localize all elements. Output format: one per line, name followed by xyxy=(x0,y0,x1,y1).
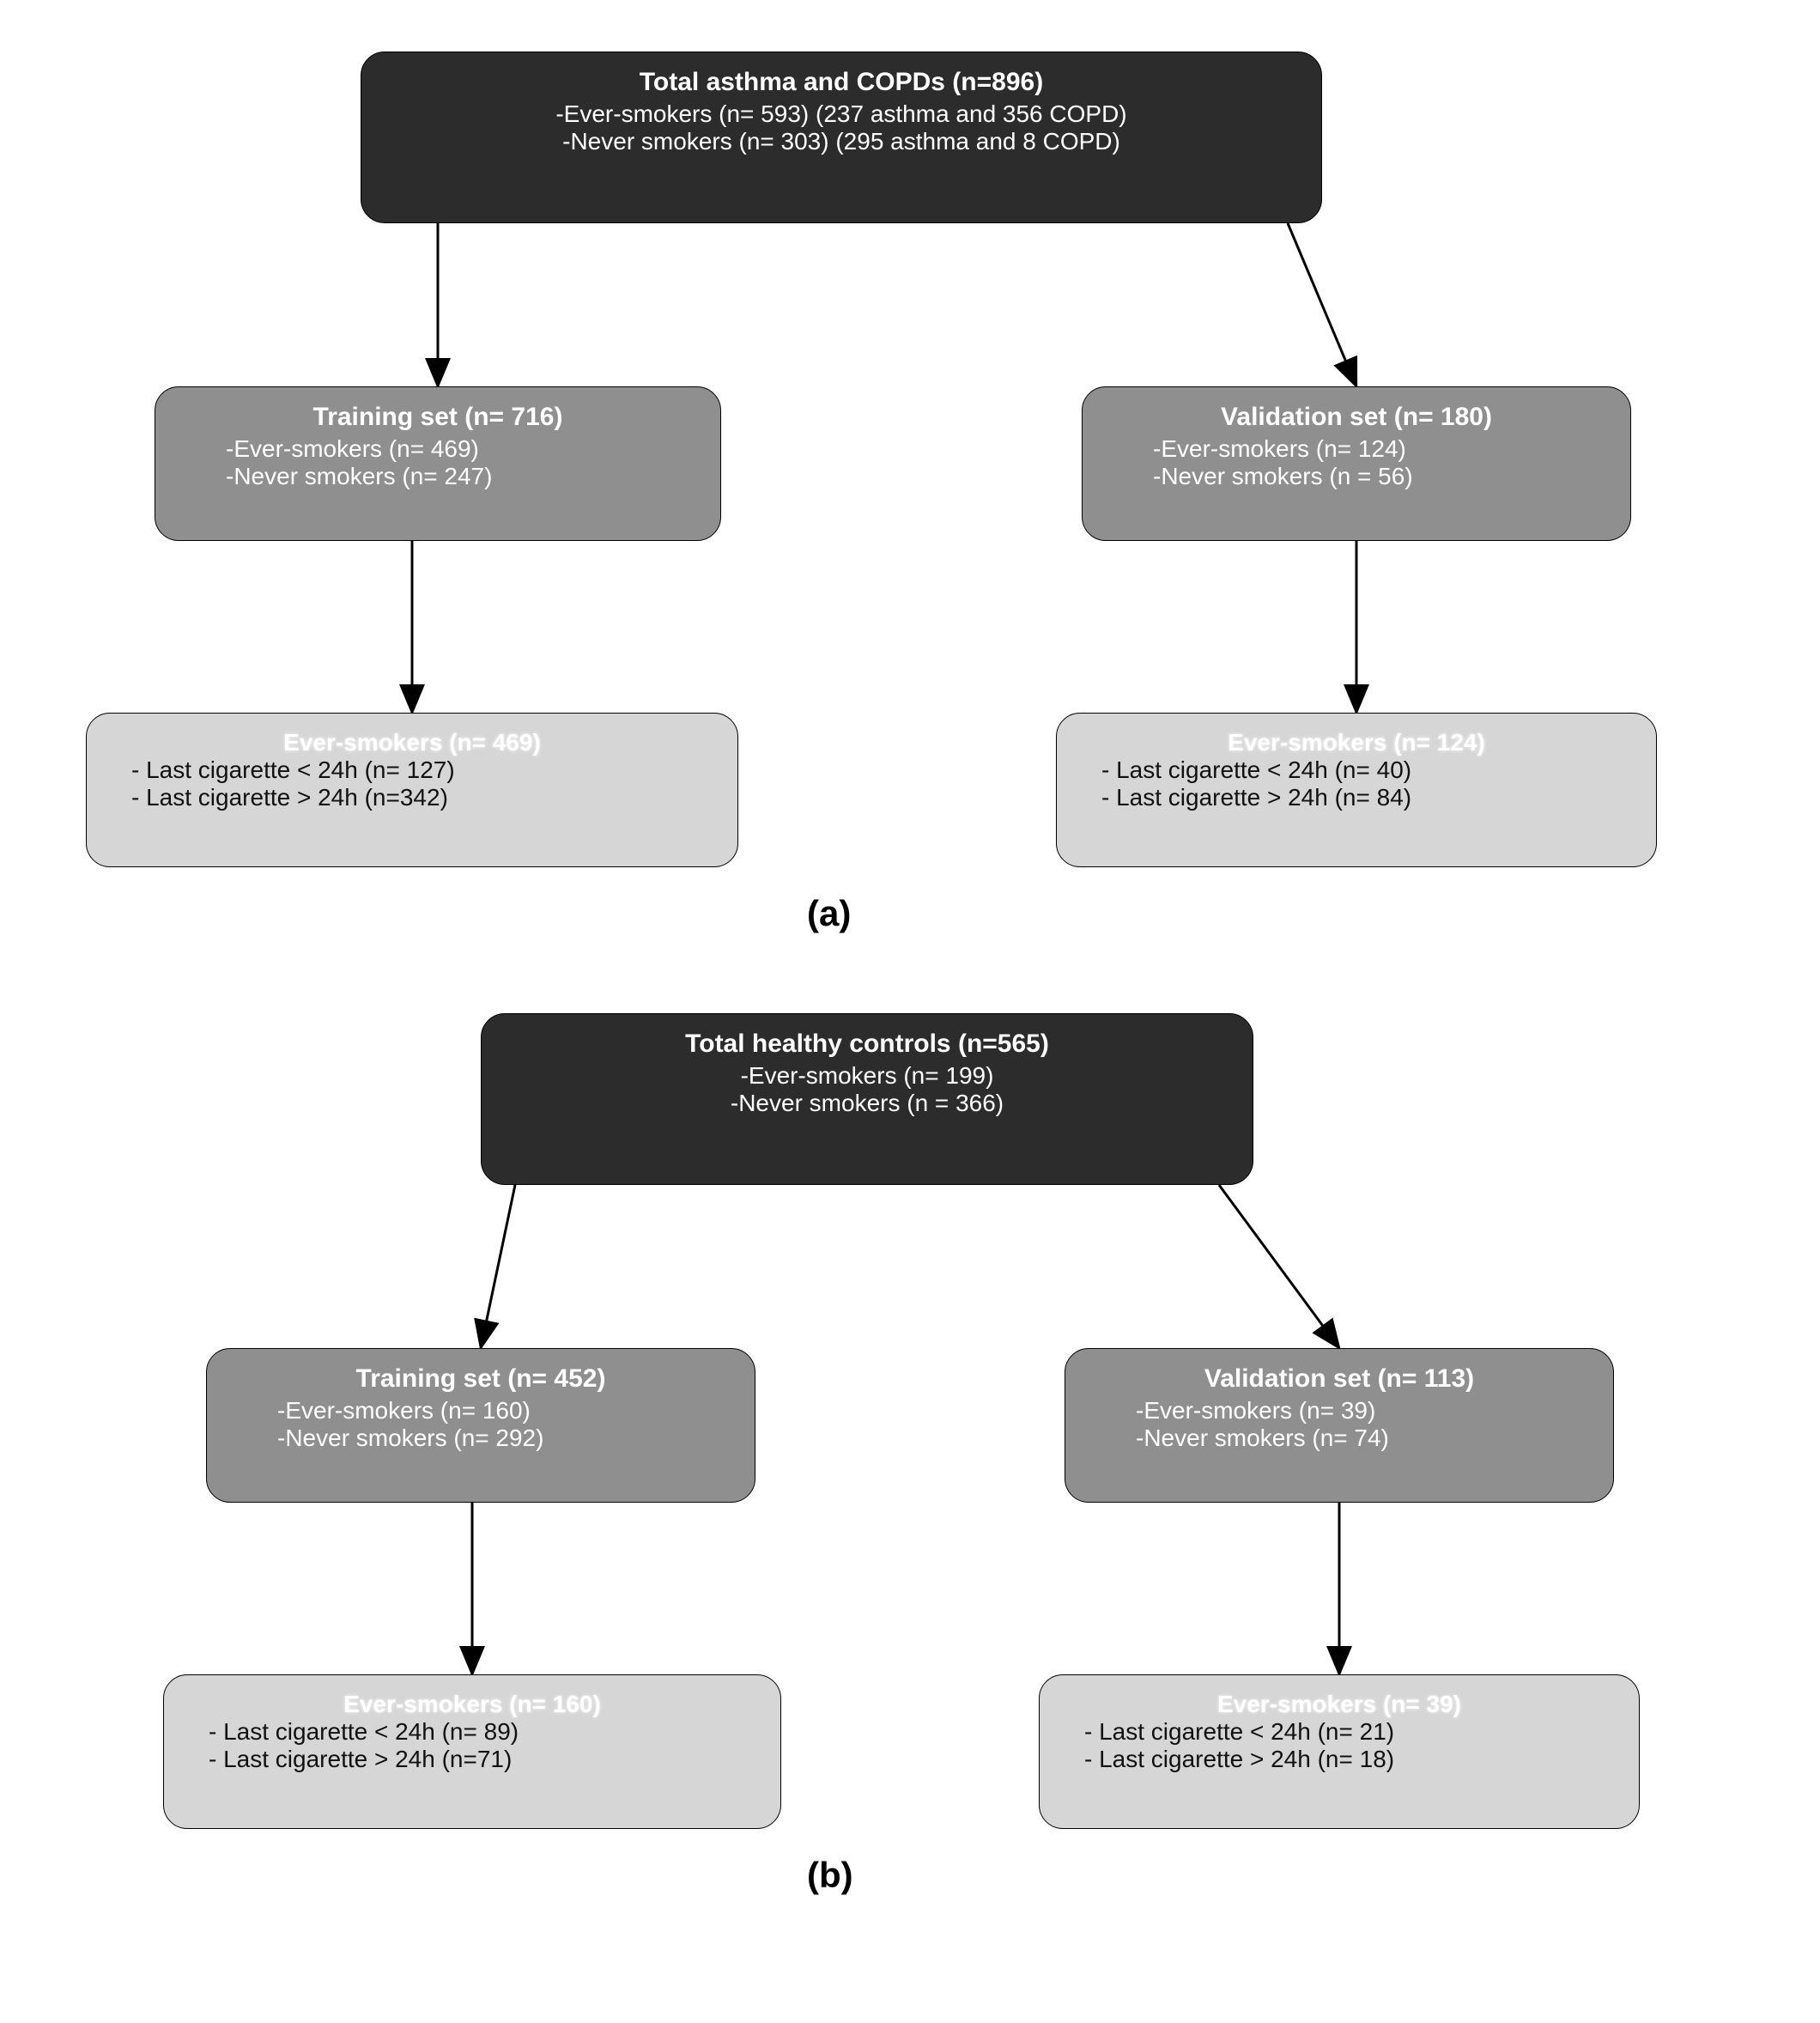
node-subline: -Never smokers (n= 247) xyxy=(174,463,701,490)
node-valid: Validation set (n= 180) -Ever-smokers (n=… xyxy=(1082,386,1631,541)
node-train: Training set (n= 452) -Ever-smokers (n= 1… xyxy=(206,1348,755,1503)
node-title: Total healthy controls (n=565) xyxy=(500,1030,1234,1059)
node-subline: - Last cigarette < 24h (n= 89) xyxy=(183,1718,761,1746)
flowchart-panel-a: Total asthma and COPDs (n=896) -Ever-smok… xyxy=(34,34,1786,962)
node-subline: - Last cigarette > 24h (n= 18) xyxy=(1059,1746,1620,1773)
node-title: Ever-smokers (n= 124) xyxy=(1076,729,1637,756)
panel-label: (a) xyxy=(807,893,851,934)
node-root: Total asthma and COPDs (n=896) -Ever-smok… xyxy=(361,52,1322,223)
node-subline: - Last cigarette < 24h (n= 40) xyxy=(1076,756,1637,784)
node-train_ever: Ever-smokers (n= 160)- Last cigarette < … xyxy=(163,1674,781,1829)
node-title: Ever-smokers (n= 39) xyxy=(1059,1691,1620,1718)
node-subline: -Ever-smokers (n= 469) xyxy=(174,435,701,463)
node-subline: -Never smokers (n= 74) xyxy=(1084,1425,1594,1452)
edge-root-to-train xyxy=(481,1185,515,1348)
node-subline: -Never smokers (n = 56) xyxy=(1101,463,1611,490)
node-valid_ever: Ever-smokers (n= 124)- Last cigarette < … xyxy=(1056,713,1657,867)
node-subline: - Last cigarette > 24h (n=342) xyxy=(106,784,719,811)
node-subline: - Last cigarette > 24h (n= 84) xyxy=(1076,784,1637,811)
node-subline: -Ever-smokers (n= 160) xyxy=(226,1397,736,1425)
node-valid: Validation set (n= 113) -Ever-smokers (n=… xyxy=(1065,1348,1614,1503)
node-title: Training set (n= 716) xyxy=(174,403,701,432)
node-subline: - Last cigarette < 24h (n= 21) xyxy=(1059,1718,1620,1746)
node-train: Training set (n= 716) -Ever-smokers (n= 4… xyxy=(155,386,721,541)
node-subline: -Never smokers (n= 303) (295 asthma and … xyxy=(380,128,1302,155)
node-subline: -Never smokers (n = 366) xyxy=(500,1090,1234,1117)
node-title: Ever-smokers (n= 160) xyxy=(183,1691,761,1718)
node-valid_ever: Ever-smokers (n= 39)- Last cigarette < 2… xyxy=(1039,1674,1640,1829)
node-subline: -Ever-smokers (n= 39) xyxy=(1084,1397,1594,1425)
node-title: Total asthma and COPDs (n=896) xyxy=(380,68,1302,97)
node-title: Training set (n= 452) xyxy=(226,1364,736,1394)
node-root: Total healthy controls (n=565) -Ever-smok… xyxy=(481,1013,1253,1185)
node-subline: -Ever-smokers (n= 593) (237 asthma and 3… xyxy=(380,100,1302,128)
flowchart-panel-b: Total healthy controls (n=565) -Ever-smok… xyxy=(34,996,1786,1923)
node-title: Validation set (n= 113) xyxy=(1084,1364,1594,1394)
node-subline: - Last cigarette > 24h (n=71) xyxy=(183,1746,761,1773)
node-title: Ever-smokers (n= 469) xyxy=(106,729,719,756)
node-subline: -Ever-smokers (n= 199) xyxy=(500,1062,1234,1090)
node-subline: -Never smokers (n= 292) xyxy=(226,1425,736,1452)
edge-root-to-valid xyxy=(1219,1185,1339,1348)
node-train_ever: Ever-smokers (n= 469)- Last cigarette < … xyxy=(86,713,738,867)
node-subline: -Ever-smokers (n= 124) xyxy=(1101,435,1611,463)
node-subline: - Last cigarette < 24h (n= 127) xyxy=(106,756,719,784)
node-title: Validation set (n= 180) xyxy=(1101,403,1611,432)
edge-root-to-valid xyxy=(1288,223,1356,386)
panel-label: (b) xyxy=(807,1855,853,1896)
